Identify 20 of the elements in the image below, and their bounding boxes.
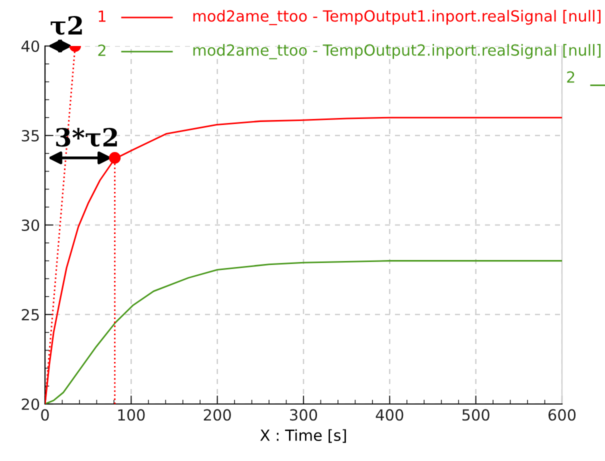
annotation: 3*τ2	[56, 128, 117, 147]
text: 1	[98, 10, 106, 22]
legend-label: mod2ame_ttoo - TempOutput2.inport.realSignal [null]	[193, 44, 600, 60]
y-tick-label: 30	[22, 219, 40, 232]
text: 2	[567, 71, 574, 83]
x-tick-label: 600	[548, 409, 576, 421]
x-tick-label: 400	[376, 409, 404, 421]
y-tick-label: 35	[22, 130, 39, 142]
x-axis-title: X : Time [s]	[260, 429, 346, 443]
x-tick-label: 0	[41, 409, 49, 421]
x-tick-label: 100	[118, 409, 145, 421]
annotation: 2	[98, 44, 106, 56]
y-tick-label: 40	[21, 40, 40, 52]
y-tick-label: 20	[22, 398, 40, 410]
x-tick-label: 200	[204, 409, 231, 421]
annotation: τ2	[50, 16, 82, 35]
x-tick-label: 500	[462, 409, 490, 421]
legend-label: mod2ame_ttoo - TempOutput1.inport.realSignal [null]	[193, 10, 600, 26]
x-tick-label: 300	[290, 409, 318, 421]
y-tick-label: 25	[22, 308, 39, 321]
